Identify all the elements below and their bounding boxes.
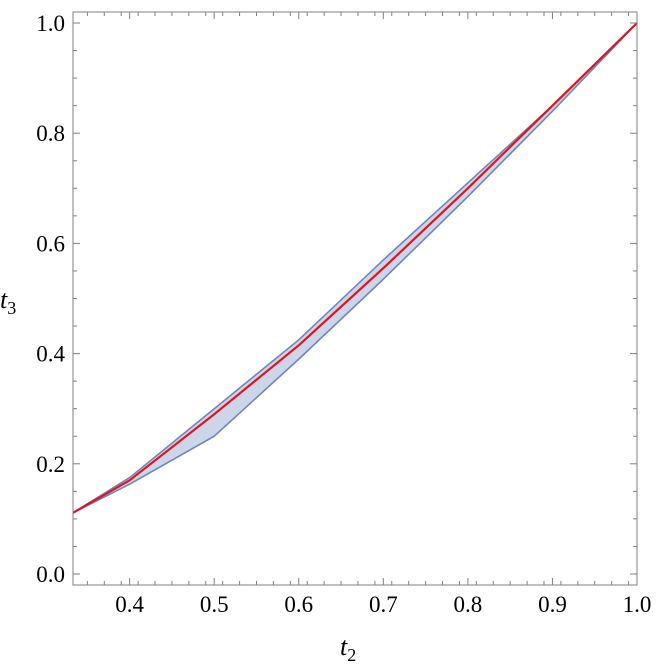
x-tick-label: 1.0 [623, 592, 652, 617]
x-tick-label: 0.8 [454, 592, 483, 617]
y-tick-label: 0.6 [36, 231, 65, 256]
line-layer [72, 22, 638, 514]
x-tick-label: 0.6 [284, 592, 313, 617]
band-upper-edge [72, 22, 638, 514]
y-axis-label: t3 [0, 285, 16, 318]
band-fill [73, 23, 637, 513]
label-layer: 0.4 0.5 0.6 0.7 0.8 0.9 1.0 0.0 0.2 0.4 0.6 0.8 1.0 [36, 11, 651, 617]
tick-layer [73, 12, 638, 585]
y-tick-label: 0.8 [36, 121, 65, 146]
x-tick-label: 0.4 [115, 592, 144, 617]
x-tick-label: 0.5 [200, 592, 229, 617]
band-layer [72, 22, 638, 514]
y-tick-label: 0.2 [36, 452, 65, 477]
y-tick-label: 0.4 [36, 342, 65, 367]
y-tick-label: 1.0 [36, 11, 65, 36]
band-lower-edge [72, 22, 638, 514]
y-tick-label: 0.0 [36, 562, 65, 587]
x-tick-label: 0.9 [538, 592, 567, 617]
x-axis-label: t2 [340, 632, 356, 665]
red-curve [72, 22, 638, 514]
x-tick-label: 0.7 [369, 592, 398, 617]
